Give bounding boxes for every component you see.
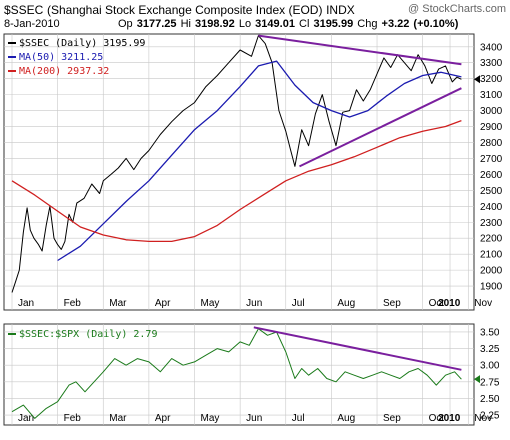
x-tick-label: Aug (337, 298, 355, 309)
x-tick-label: Mar (109, 298, 127, 309)
trendline (258, 34, 462, 66)
y-tick-label: 2900 (480, 122, 503, 133)
x-tick-label: Feb (64, 298, 82, 309)
x-tick-label: May (201, 413, 220, 424)
series-line-2 (11, 119, 462, 243)
x-tick-label: May (201, 298, 220, 309)
index-name: (Shanghai Stock Exchange Composite Index… (46, 3, 323, 17)
change-value: +3.22 (+0.10%) (381, 18, 459, 30)
x-tick-label: Mar (109, 413, 127, 424)
y-tick-label: 2000 (480, 266, 503, 277)
x-tick-label: 2010 (438, 298, 461, 309)
y-tick-label: 2200 (480, 234, 503, 245)
x-tick-label: Jan (18, 413, 34, 424)
x-tick-label: 2010 (438, 413, 461, 424)
series-line-1 (57, 60, 462, 262)
legend-entry: MA(50) 3211.25 (19, 52, 103, 63)
y-tick-label: 1900 (480, 282, 503, 293)
high-value: 3198.92 (195, 18, 235, 30)
y-tick-label: 2300 (480, 218, 503, 229)
low-label: Lo (238, 18, 252, 30)
y-tick-label: 3200 (480, 74, 503, 85)
x-tick-label: Nov (474, 298, 492, 309)
chart-title: $SSEC (Shanghai Stock Exchange Composite… (4, 2, 355, 17)
x-tick-label: Jul (292, 298, 305, 309)
date-label: 8-Jan-2010 (4, 18, 60, 30)
legend-entry: MA(200) 2937.32 (19, 66, 109, 77)
panel-frame (3, 33, 475, 311)
y-tick-label: 2400 (480, 202, 503, 213)
y-tick-label: 2800 (480, 138, 503, 149)
y-tick-label: 2.50 (480, 394, 500, 405)
y-tick-label: 2.75 (480, 377, 500, 388)
open-label: Op (118, 18, 133, 30)
open-value: 3177.25 (136, 18, 177, 30)
series-line-0 (11, 35, 462, 293)
low-value: 3149.01 (255, 18, 295, 30)
y-tick-label: 2500 (480, 186, 503, 197)
chart-header: $SSEC (Shanghai Stock Exchange Composite… (0, 0, 510, 34)
y-tick-label: 2100 (480, 250, 503, 261)
x-tick-label: Apr (155, 413, 171, 424)
x-tick-label: Apr (155, 298, 171, 309)
x-tick-label: Oct (429, 298, 445, 309)
x-tick-label: Jun (246, 298, 262, 309)
y-tick-label: 3.25 (480, 344, 500, 355)
y-tick-label: 3400 (480, 42, 503, 53)
x-tick-label: Nov (474, 413, 492, 424)
ratio-panel: 2.25 2.50 2.75 3.00 3.25 3.50 Jan Feb Mar Apr May J… (3, 323, 500, 426)
y-tick-label: 3.00 (480, 361, 500, 372)
y-tick-label: 3300 (480, 58, 503, 69)
x-tick-label: Feb (64, 413, 82, 424)
trendline (299, 87, 462, 168)
last-value-marker (474, 375, 480, 384)
y-tick-label: 2700 (480, 154, 503, 165)
y-tick-label: 3100 (480, 90, 503, 101)
y-tick-label: 3000 (480, 106, 503, 117)
close-label: Cl (299, 18, 310, 30)
x-tick-label: Jan (18, 298, 34, 309)
x-tick-label: Oct (429, 413, 445, 424)
change-label: Chg (357, 18, 378, 30)
watermark: @ StockCharts.com (408, 3, 506, 15)
trendline (253, 326, 462, 371)
y-tick-label: 3.50 (480, 327, 500, 338)
close-value: 3195.99 (313, 18, 354, 30)
y-tick-label: 2600 (480, 170, 503, 181)
legend-entry: $SSEC:$SPX (Daily) 2.79 (19, 329, 157, 340)
last-value-marker (474, 75, 480, 84)
x-tick-label: Sep (383, 413, 401, 424)
x-tick-label: Aug (337, 413, 355, 424)
panel-frame (3, 323, 475, 426)
x-tick-label: Jun (246, 413, 262, 424)
price-panel: 1900 2000 2100 2200 2300 2400 2500 2600 2700 2800… (3, 33, 503, 311)
ohlc-stats: Op 3177.25 Hi 3198.92 Lo 3149.01 Cl 3195… (118, 18, 458, 30)
high-label: Hi (180, 18, 191, 30)
symbol-label: $SSEC (4, 3, 44, 17)
exchange-label: INDX (326, 3, 355, 17)
legend-entry: $SSEC (Daily) 3195.99 (19, 38, 145, 49)
y-tick-label: 2.25 (480, 411, 500, 422)
x-tick-label: Sep (383, 298, 401, 309)
x-tick-label: Jul (292, 413, 305, 424)
